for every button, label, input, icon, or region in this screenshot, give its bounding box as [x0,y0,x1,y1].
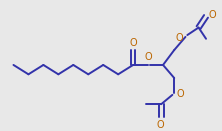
Text: O: O [129,39,137,48]
Text: O: O [175,33,183,43]
Text: O: O [144,53,152,62]
Text: O: O [157,120,164,130]
Text: O: O [209,10,216,20]
Text: O: O [177,89,185,99]
